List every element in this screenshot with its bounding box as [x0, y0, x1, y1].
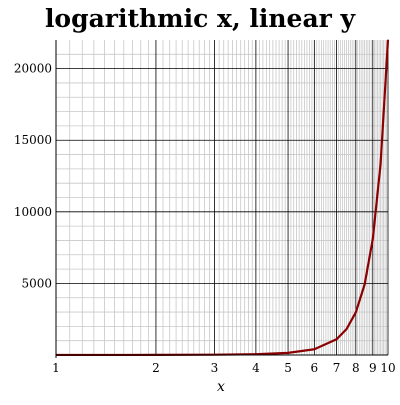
y-tick-label: 20000 [14, 62, 52, 76]
x-tick-label: 8 [352, 361, 360, 375]
chart-title: logarithmic x, linear y [44, 4, 356, 33]
x-tick-label: 9 [369, 361, 377, 375]
data-point [355, 311, 357, 313]
x-tick-label: 2 [152, 361, 160, 375]
x-tick-label: 6 [311, 361, 319, 375]
x-tick-label: 5 [284, 361, 292, 375]
x-tick-label: 10 [380, 361, 395, 375]
data-point [380, 163, 382, 165]
x-tick-label: 7 [333, 361, 341, 375]
x-tick-label: 3 [211, 361, 219, 375]
data-point [313, 348, 315, 350]
data-point [372, 238, 374, 240]
y-tick-label: 10000 [14, 205, 52, 219]
x-axis-label: x [217, 379, 225, 395]
data-point [345, 328, 348, 330]
data-point [335, 338, 338, 340]
data-point [387, 39, 389, 41]
y-tick-label: 5000 [21, 276, 52, 290]
data-point [287, 352, 289, 354]
x-tick-label: 4 [252, 361, 260, 375]
data-point [363, 284, 366, 286]
x-tick-label: 1 [52, 361, 60, 375]
y-tick-label: 15000 [14, 133, 52, 147]
